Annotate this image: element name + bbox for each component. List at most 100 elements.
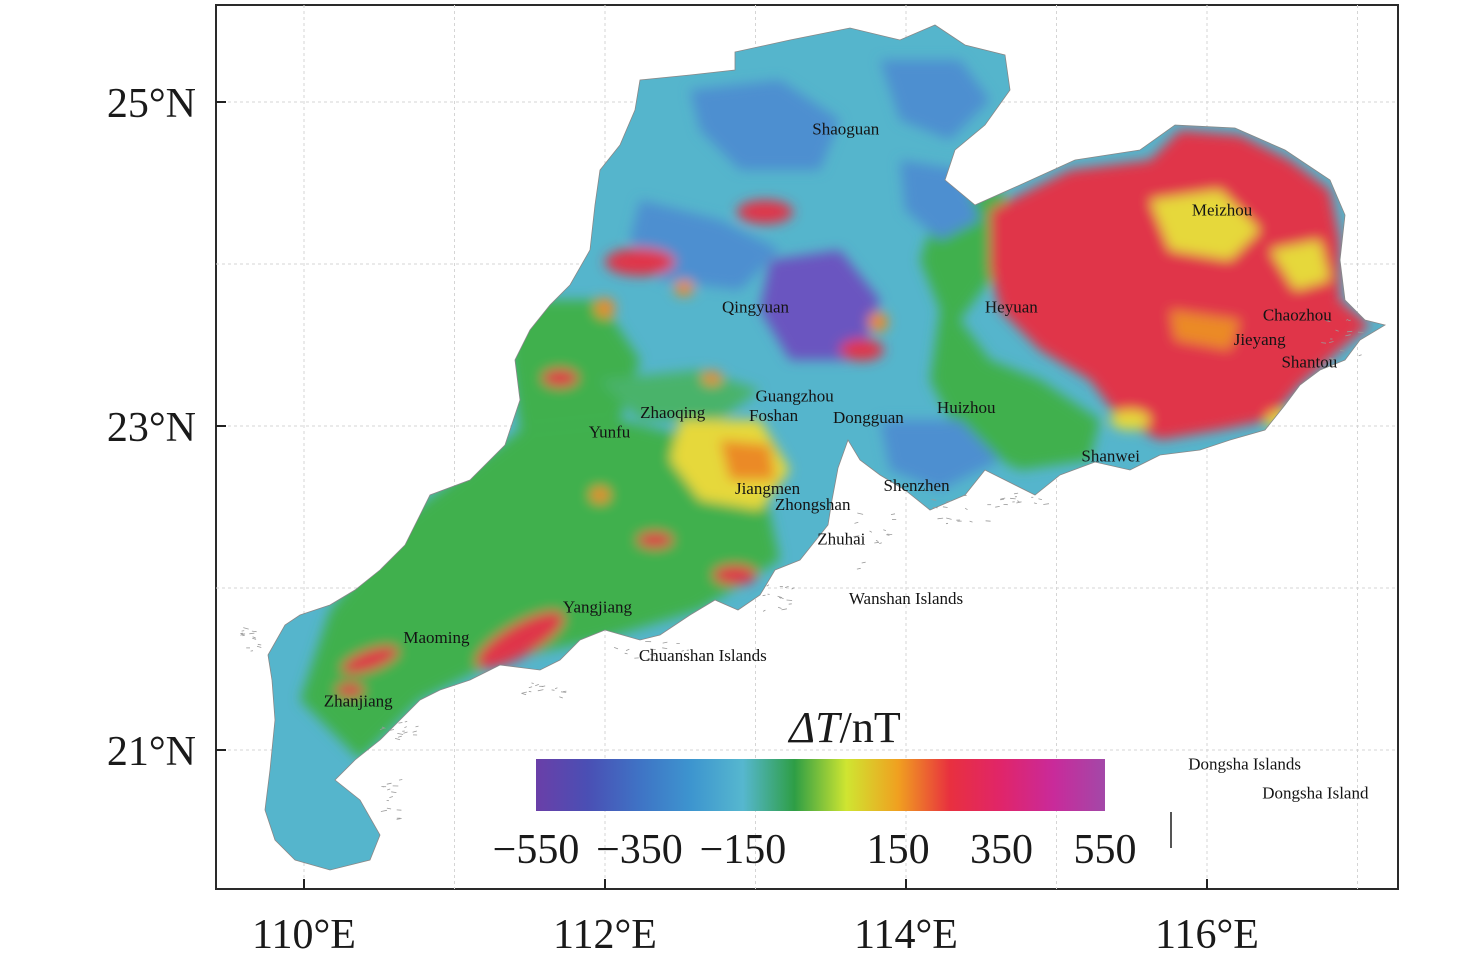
place-label: Dongsha Islands (1188, 754, 1301, 773)
island-speck (528, 690, 532, 693)
island-speck (887, 533, 893, 535)
island-speck (964, 507, 968, 511)
island-speck (931, 499, 937, 501)
island-speck (854, 521, 859, 524)
colorbar-ramp (536, 759, 1105, 811)
island-speck (1340, 349, 1345, 352)
y-tick-label: 25°N (107, 81, 196, 127)
island-speck (240, 632, 243, 634)
island-speck (241, 630, 245, 632)
island-speck (1033, 502, 1037, 504)
colorbar-tick-label: −550 (493, 827, 580, 873)
island-speck (1346, 330, 1353, 333)
island-speck (856, 567, 861, 570)
place-label: Zhanjiang (324, 691, 393, 710)
island-speck (386, 807, 392, 810)
island-speck (249, 632, 255, 635)
island-speck (995, 506, 1000, 508)
colorbar-tick-label: −150 (700, 827, 787, 873)
island-speck (1325, 320, 1331, 322)
island-speck (875, 540, 879, 542)
place-label: Maoming (403, 628, 470, 647)
colorbar-tick-label: 350 (970, 827, 1033, 873)
colorbar: ΔT/nT −550 −350 −150 150 350 550 (493, 703, 1137, 873)
island-speck (559, 696, 563, 699)
island-speck (762, 609, 766, 612)
island-speck (404, 721, 408, 723)
place-label: Yangjiang (563, 597, 633, 616)
island-speck (531, 682, 534, 684)
island-speck (1329, 357, 1333, 359)
island-speck (396, 818, 402, 820)
island-speck (861, 561, 866, 564)
island-speck (1017, 500, 1020, 502)
colorbar-tick-label: 150 (867, 827, 930, 873)
island-speck (1346, 318, 1349, 321)
island-speck (1000, 497, 1006, 500)
place-label: Shanwei (1081, 447, 1140, 466)
y-tick-label: 23°N (107, 405, 196, 451)
island-speck (1321, 342, 1327, 344)
island-speck (781, 608, 787, 611)
island-speck (946, 517, 952, 520)
island-speck (791, 587, 795, 590)
colorbar-ticks: −550 −350 −150 150 350 550 (493, 827, 1137, 873)
island-speck (1357, 331, 1364, 333)
island-speck (386, 782, 392, 785)
coastal-islands (240, 318, 1364, 820)
place-label: Shenzhen (883, 476, 950, 495)
island-speck (380, 809, 387, 812)
island-speck (389, 729, 395, 731)
island-speck (650, 648, 656, 650)
island-speck (541, 685, 546, 688)
colorbar-title-unit: /nT (840, 703, 901, 752)
island-speck (857, 512, 864, 515)
province-outline (264, 24, 1387, 871)
island-speck (879, 542, 882, 544)
place-label: Chaozhou (1263, 306, 1332, 325)
island-speck (521, 693, 527, 696)
place-label: Jiangmen (735, 479, 801, 498)
island-speck (786, 599, 793, 601)
island-speck (394, 738, 401, 741)
place-label: Jieyang (1234, 330, 1286, 349)
island-speck (662, 641, 668, 644)
island-speck (766, 584, 770, 587)
island-speck (649, 653, 655, 656)
island-speck (256, 645, 262, 648)
island-speck (560, 691, 567, 693)
island-speck (1010, 497, 1016, 500)
island-speck (387, 788, 391, 791)
island-speck (537, 689, 544, 692)
island-speck (1348, 319, 1351, 321)
colorbar-title-symbol: ΔT (787, 703, 843, 752)
island-speck (624, 652, 628, 655)
island-speck (853, 535, 860, 538)
place-label: Meizhou (1192, 200, 1253, 219)
place-label: Qingyuan (722, 298, 790, 317)
x-tick-label: 114°E (854, 912, 958, 958)
island-speck (415, 725, 419, 728)
island-speck (535, 684, 539, 687)
island-speck (412, 730, 417, 733)
place-label: Zhongshan (775, 495, 851, 514)
island-speck (625, 648, 630, 651)
island-speck (398, 722, 403, 724)
island-speck (945, 500, 951, 503)
island-speck (681, 650, 684, 652)
anomaly-field (265, 25, 1385, 870)
island-speck (937, 517, 944, 520)
place-label: Guangzhou (755, 387, 834, 406)
island-speck (890, 513, 896, 515)
colorbar-title: ΔT/nT (787, 703, 901, 752)
place-label: Shantou (1281, 353, 1337, 372)
island-speck (252, 637, 257, 640)
island-speck (403, 731, 408, 734)
y-axis-ticks: 25°N 23°N 21°N (107, 81, 226, 775)
place-label: Heyuan (985, 298, 1038, 317)
island-speck (404, 726, 407, 729)
island-speck (398, 779, 403, 781)
island-speck (883, 529, 887, 531)
island-speck (1043, 503, 1050, 505)
